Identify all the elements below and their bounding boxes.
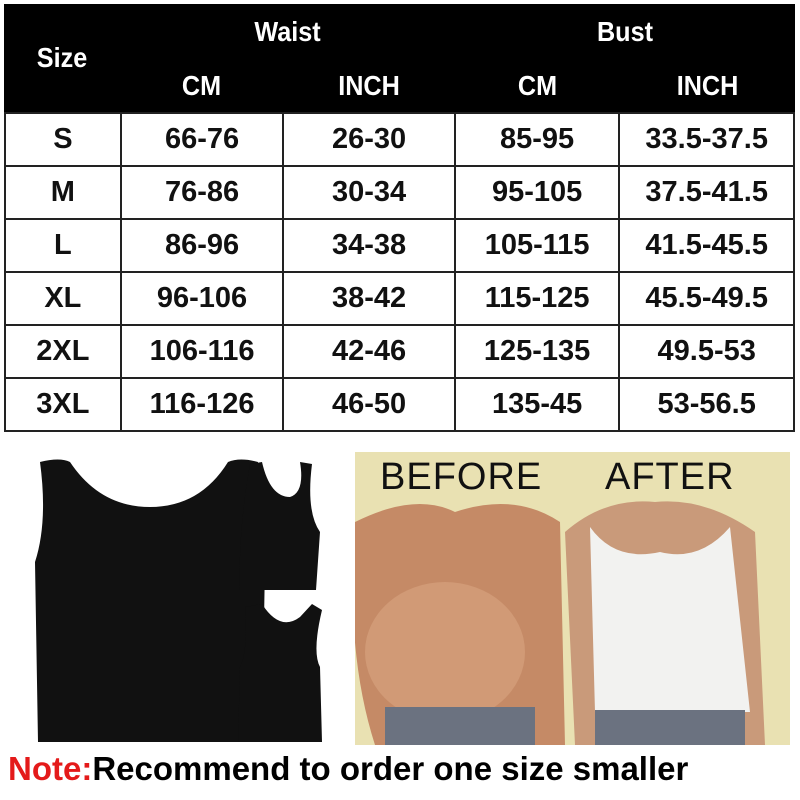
size-row: L 86-96 34-38 105-115 41.5-45.5 <box>4 218 795 273</box>
waist-cm-cell: 86-96 <box>119 218 285 273</box>
bust-cm-cell: 135-45 <box>453 377 621 432</box>
tank-top-back <box>238 604 322 742</box>
header-waist: Waist <box>254 16 321 47</box>
waist-inch-cell: 38-42 <box>282 271 456 326</box>
before-after-figures <box>355 501 765 745</box>
header-bust-cm: CM <box>517 70 558 101</box>
tank-top-front <box>35 459 265 742</box>
size-cell: M <box>4 165 122 220</box>
bust-cm-cell: 125-135 <box>453 324 621 379</box>
note-text: Recommend to order one size smaller <box>92 750 689 787</box>
size-cell: 3XL <box>4 377 122 432</box>
bust-inch-cell: 45.5-49.5 <box>618 271 795 326</box>
bust-inch-cell: 49.5-53 <box>618 324 795 379</box>
sizing-note: Note:Recommend to order one size smaller <box>8 750 688 788</box>
header-size: Size <box>36 42 88 73</box>
waist-inch-cell: 34-38 <box>282 218 456 273</box>
size-cell: 2XL <box>4 324 122 379</box>
size-row: 3XL 116-126 46-50 135-45 53-56.5 <box>4 377 795 432</box>
before-label: BEFORE <box>380 456 543 498</box>
waist-cm-cell: 66-76 <box>119 112 285 167</box>
product-photos: BEFORE AFTER <box>0 452 800 747</box>
waist-inch-cell: 26-30 <box>282 112 456 167</box>
waist-cm-cell: 116-126 <box>119 377 285 432</box>
tank-top-side <box>239 462 320 590</box>
tank-top-images <box>35 459 322 742</box>
waist-inch-cell: 30-34 <box>282 165 456 220</box>
before-after-photo: BEFORE AFTER <box>355 452 790 745</box>
bust-inch-cell: 37.5-41.5 <box>618 165 795 220</box>
size-cell: L <box>4 218 122 273</box>
size-row: S 66-76 26-30 85-95 33.5-37.5 <box>4 112 795 167</box>
note-label: Note: <box>8 750 93 787</box>
bust-cm-cell: 95-105 <box>453 165 621 220</box>
bust-cm-cell: 105-115 <box>453 218 621 273</box>
size-cell: XL <box>4 271 122 326</box>
bust-cm-cell: 85-95 <box>453 112 621 167</box>
header-bust: Bust <box>596 16 653 47</box>
size-table-header: Size Waist Bust CM INCH CM INCH <box>4 4 795 112</box>
bust-inch-cell: 33.5-37.5 <box>618 112 795 167</box>
header-bust-inch: INCH <box>676 70 739 101</box>
after-label: AFTER <box>605 456 735 498</box>
size-row: XL 96-106 38-42 115-125 45.5-49.5 <box>4 271 795 326</box>
header-waist-inch: INCH <box>338 70 400 101</box>
bust-cm-cell: 115-125 <box>453 271 621 326</box>
bust-inch-cell: 53-56.5 <box>618 377 795 432</box>
bust-inch-cell: 41.5-45.5 <box>618 218 795 273</box>
header-waist-cm: CM <box>181 70 222 101</box>
size-table: S 66-76 26-30 85-95 33.5-37.5 M 76-86 30-34 95-1… <box>4 112 795 432</box>
size-cell: S <box>4 112 122 167</box>
size-row: 2XL 106-116 42-46 125-135 49.5-53 <box>4 324 795 379</box>
waist-cm-cell: 96-106 <box>119 271 285 326</box>
waist-inch-cell: 42-46 <box>282 324 456 379</box>
waist-cm-cell: 106-116 <box>119 324 285 379</box>
waist-cm-cell: 76-86 <box>119 165 285 220</box>
size-row: M 76-86 30-34 95-105 37.5-41.5 <box>4 165 795 220</box>
waist-inch-cell: 46-50 <box>282 377 456 432</box>
